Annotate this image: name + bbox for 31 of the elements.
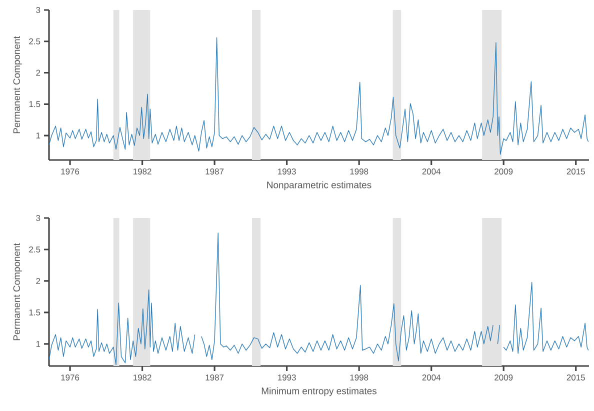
y-tick-label: 2.5 — [29, 38, 40, 44]
x-tick-label: 2015 — [566, 374, 585, 380]
y-tick-label: 1 — [36, 341, 40, 347]
y-axis-title: Permanent Component — [13, 243, 22, 340]
x-tick-label: 2009 — [494, 374, 513, 380]
line-series — [49, 37, 589, 155]
x-tick-label: 2004 — [422, 168, 441, 174]
y-tick-label: 2 — [36, 278, 40, 284]
x-axis-title: Nonparametric estimates — [267, 181, 372, 190]
x-tick-label: 1993 — [278, 168, 296, 174]
y-tick-label: 1.5 — [29, 310, 40, 316]
x-tick-label: 1993 — [278, 374, 296, 380]
x-tick-label: 1976 — [61, 168, 80, 174]
x-tick-label: 1998 — [350, 168, 368, 174]
y-tick-label: 2.5 — [29, 246, 40, 252]
y-tick-label: 1.5 — [29, 101, 40, 108]
x-tick-label: 2015 — [566, 168, 585, 174]
y-tick-label: 1 — [36, 132, 40, 138]
y-axis-title: Permanent Component — [13, 36, 22, 134]
y-tick-label: 2 — [36, 70, 40, 76]
x-tick-label: 2009 — [494, 168, 513, 174]
x-tick-label: 1987 — [206, 374, 224, 380]
x-tick-label: 1998 — [350, 374, 368, 380]
y-tick-label: 3 — [36, 7, 40, 13]
x-axis-title: Minimum entropy estimates — [262, 387, 376, 396]
x-tick-label: 2004 — [422, 374, 441, 380]
y-tick-label: 3 — [36, 215, 40, 221]
x-tick-label: 1976 — [61, 374, 80, 380]
x-tick-label: 1982 — [134, 168, 152, 174]
x-tick-label: 1987 — [206, 168, 224, 174]
x-tick-label: 1982 — [134, 374, 152, 380]
